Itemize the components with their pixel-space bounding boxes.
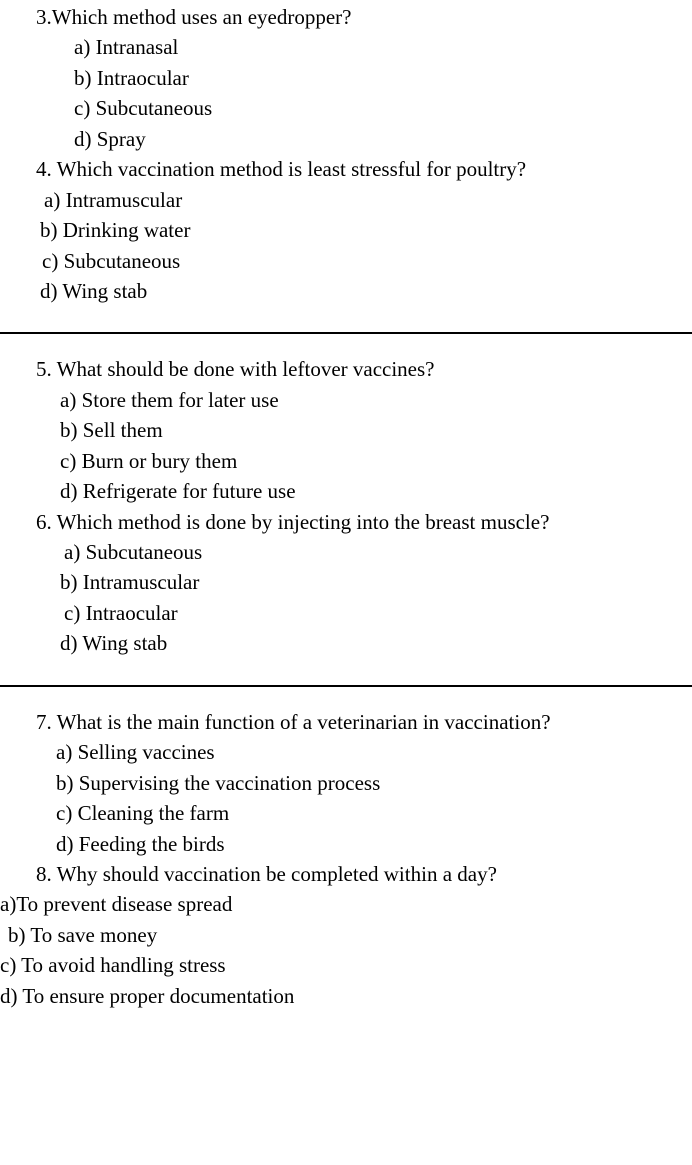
section-divider — [0, 685, 692, 687]
question-5-option-b: b) Sell them — [60, 415, 692, 445]
question-7-option-c: c) Cleaning the farm — [56, 798, 692, 828]
question-6-prompt: 6. Which method is done by injecting int… — [36, 507, 692, 537]
question-6-option-b: b) Intramuscular — [60, 567, 692, 597]
question-4-option-c: c) Subcutaneous — [42, 246, 692, 276]
question-5-option-a: a) Store them for later use — [60, 385, 692, 415]
question-5-prompt: 5. What should be done with leftover vac… — [36, 354, 692, 384]
question-8-option-b: b) To save money — [8, 920, 692, 950]
question-6-option-a: a) Subcutaneous — [64, 537, 692, 567]
question-5-option-d: d) Refrigerate for future use — [60, 476, 692, 506]
question-4-prompt: 4. Which vaccination method is least str… — [36, 154, 692, 184]
question-7-option-a: a) Selling vaccines — [56, 737, 692, 767]
section-divider — [0, 332, 692, 334]
question-8-option-c: c) To avoid handling stress — [0, 950, 692, 980]
question-4-option-d: d) Wing stab — [40, 276, 692, 306]
question-4-option-b: b) Drinking water — [40, 215, 692, 245]
question-7-option-d: d) Feeding the birds — [56, 829, 692, 859]
question-3-option-b: b) Intraocular — [74, 63, 692, 93]
question-6-option-c: c) Intraocular — [64, 598, 692, 628]
question-3-option-a: a) Intranasal — [74, 32, 692, 62]
question-8-option-a: a)To prevent disease spread — [0, 889, 692, 919]
question-7-option-b: b) Supervising the vaccination process — [56, 768, 692, 798]
question-3-option-d: d) Spray — [74, 124, 692, 154]
question-7-prompt: 7. What is the main function of a veteri… — [36, 707, 692, 737]
question-4-option-a: a) Intramuscular — [44, 185, 692, 215]
question-8-option-d: d) To ensure proper documentation — [0, 981, 692, 1011]
question-5-option-c: c) Burn or bury them — [60, 446, 692, 476]
question-8-prompt: 8. Why should vaccination be completed w… — [36, 859, 692, 889]
question-6-option-d: d) Wing stab — [60, 628, 692, 658]
question-3-option-c: c) Subcutaneous — [74, 93, 692, 123]
question-3-prompt: 3.Which method uses an eyedropper? — [36, 2, 692, 32]
